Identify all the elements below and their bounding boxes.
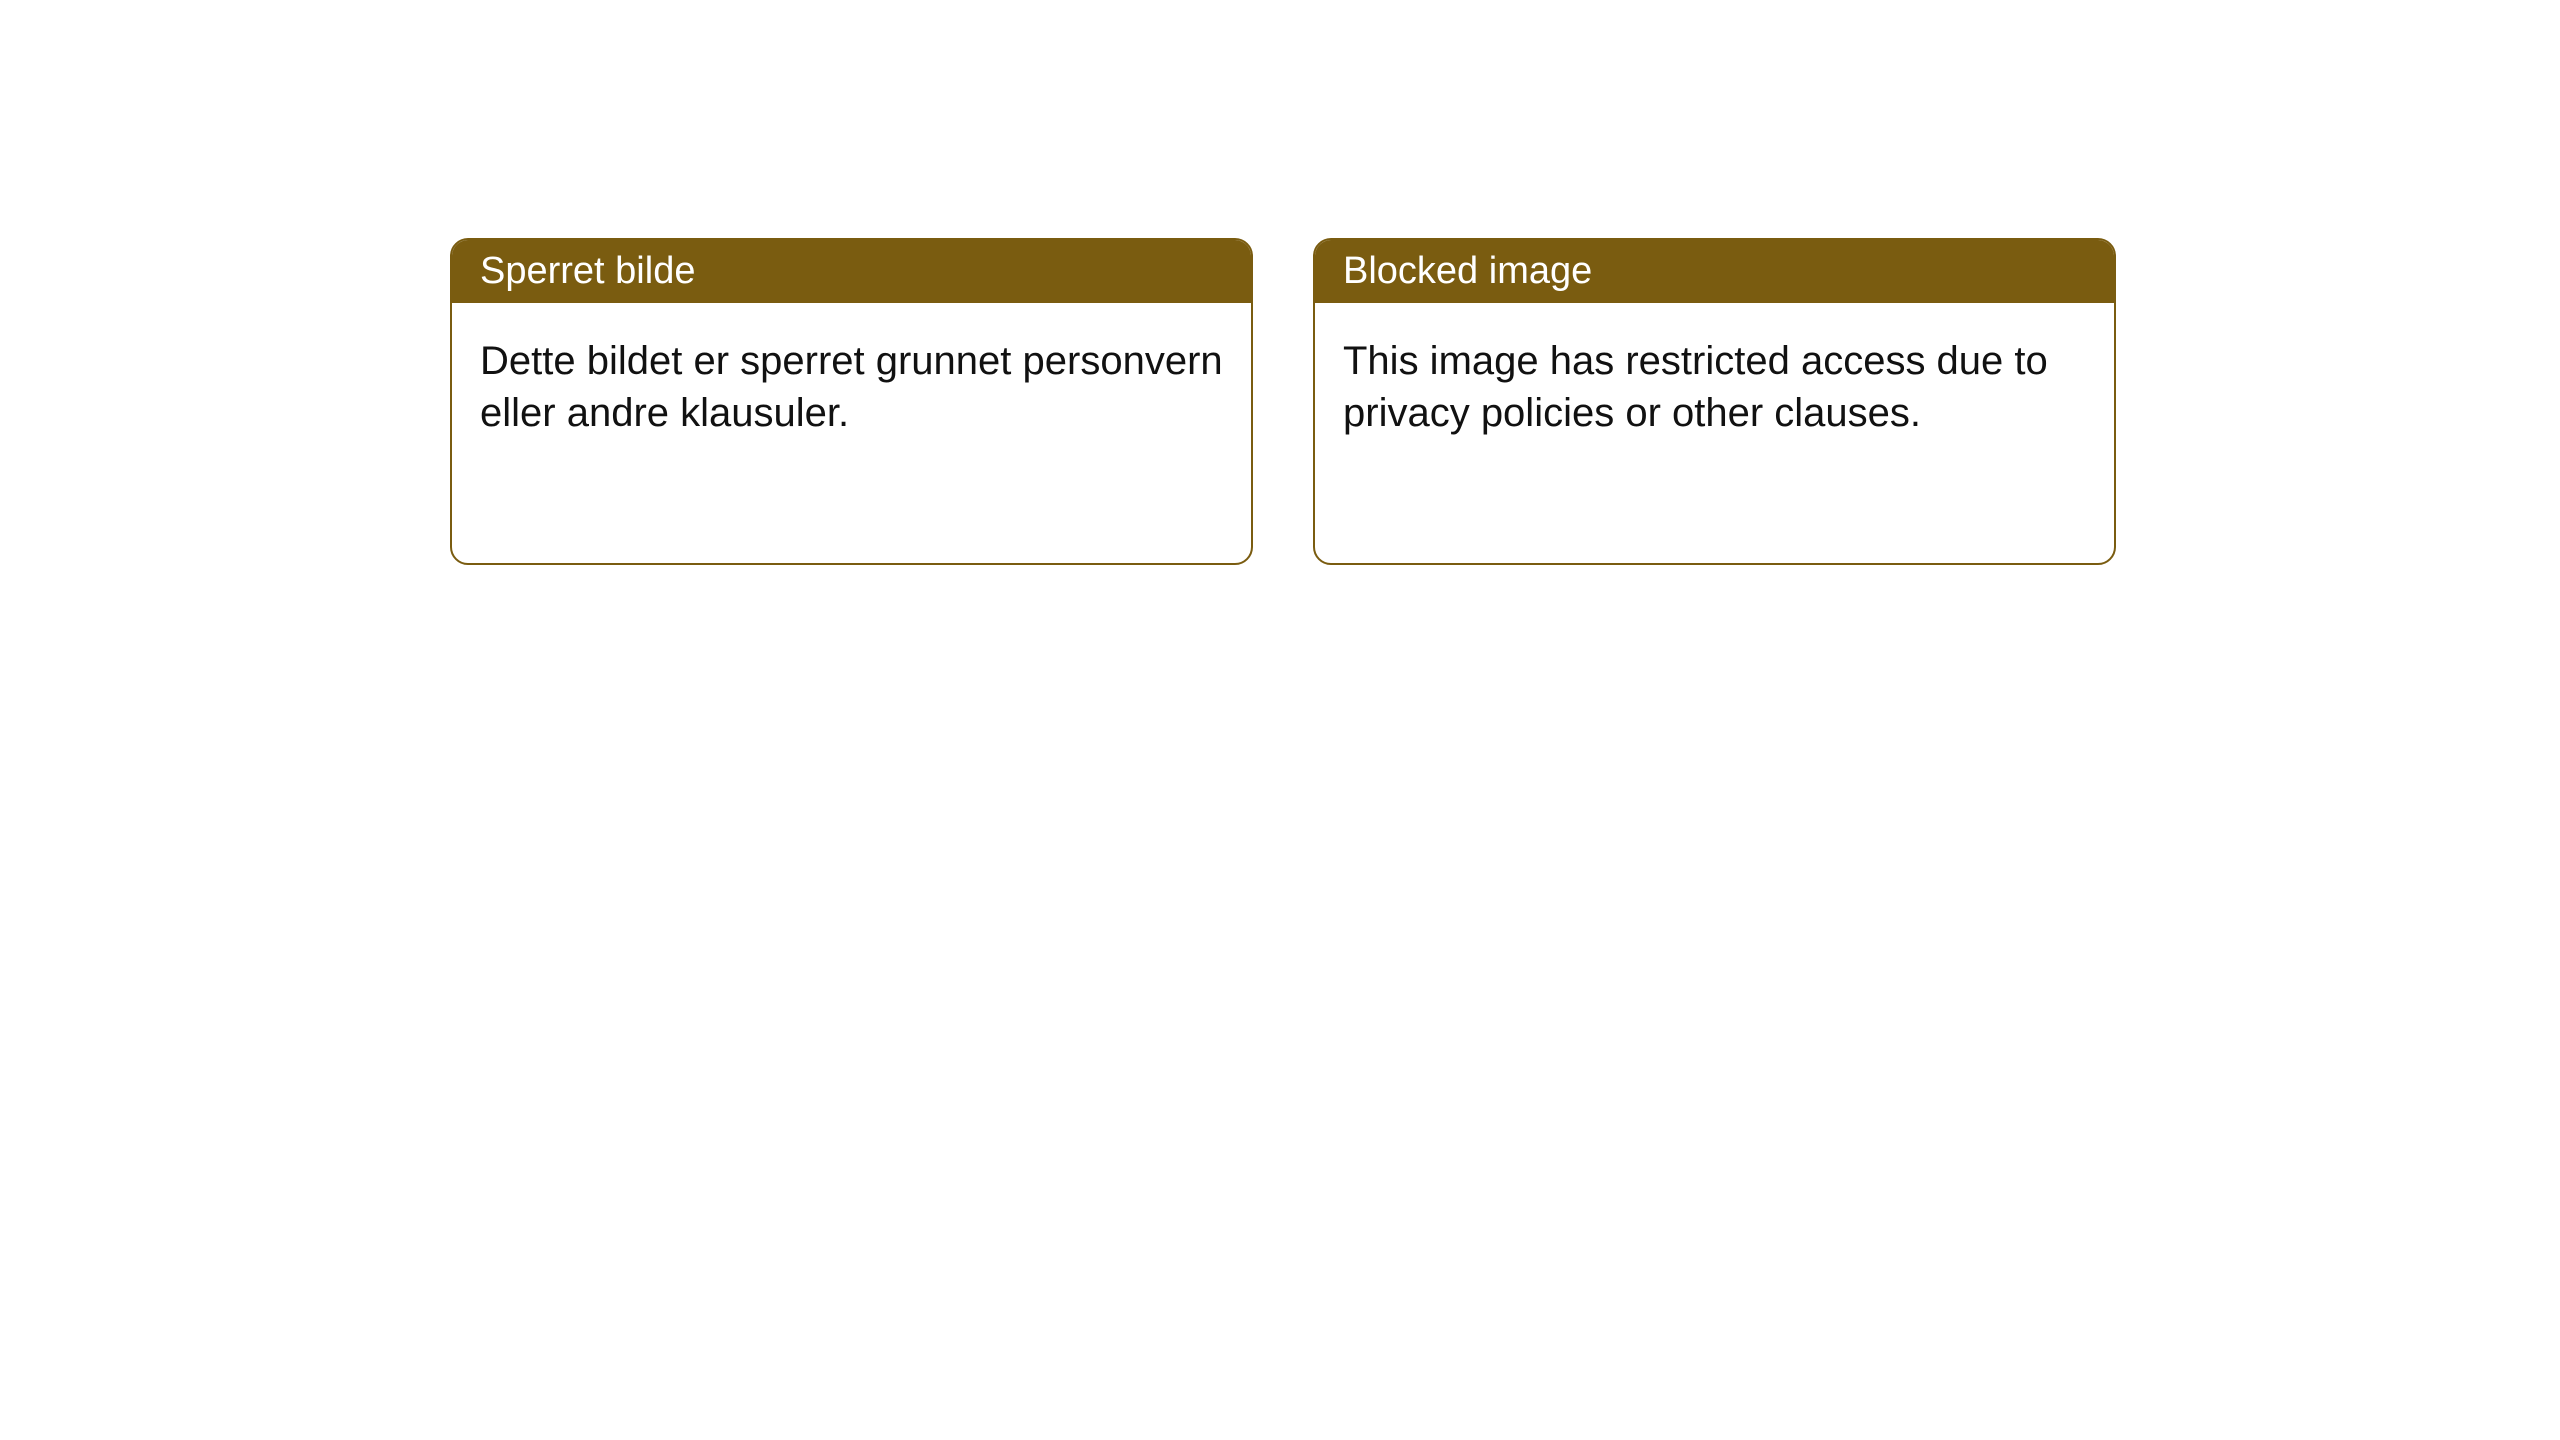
notice-body-norwegian: Dette bildet er sperret grunnet personve… xyxy=(452,303,1251,563)
notice-container: Sperret bilde Dette bildet er sperret gr… xyxy=(0,0,2560,565)
notice-card-english: Blocked image This image has restricted … xyxy=(1313,238,2116,565)
notice-header-norwegian: Sperret bilde xyxy=(452,240,1251,303)
notice-card-norwegian: Sperret bilde Dette bildet er sperret gr… xyxy=(450,238,1253,565)
notice-header-english: Blocked image xyxy=(1315,240,2114,303)
notice-body-english: This image has restricted access due to … xyxy=(1315,303,2114,563)
